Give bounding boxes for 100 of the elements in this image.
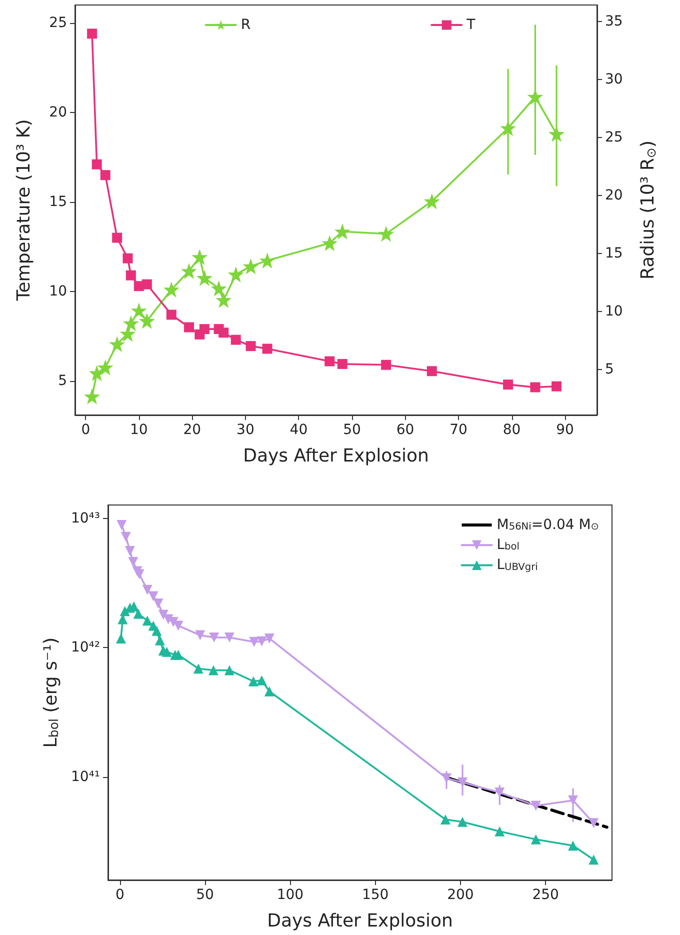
point — [256, 636, 267, 646]
point — [142, 279, 152, 290]
y-tick-label: 20 — [49, 104, 67, 120]
point — [184, 322, 194, 332]
y-tick-label: 5 — [58, 372, 67, 389]
point — [378, 226, 394, 242]
point — [87, 28, 98, 39]
point — [440, 814, 450, 824]
point — [324, 356, 335, 366]
point — [100, 170, 110, 180]
point — [199, 324, 210, 334]
x-tick-label: 0 — [81, 422, 90, 438]
point — [116, 520, 127, 530]
legend-label: LUBVgri — [496, 557, 538, 574]
legend-label: M56Ni=0.04 M⊙ — [496, 517, 600, 533]
point — [259, 252, 276, 269]
y2-tick-label: 20 — [605, 187, 623, 204]
point — [494, 787, 505, 798]
point — [568, 840, 578, 851]
point — [158, 610, 168, 620]
point — [256, 675, 267, 686]
point — [230, 334, 241, 345]
point — [242, 258, 259, 274]
point — [126, 270, 136, 280]
x-tick-label: 60 — [396, 422, 414, 438]
point — [196, 270, 212, 286]
point — [249, 636, 260, 647]
x-tick-label: 90 — [556, 422, 574, 438]
point — [588, 854, 599, 865]
point — [193, 664, 204, 674]
x-tick-label: 10 — [130, 422, 148, 438]
point — [548, 126, 565, 142]
x-tick-label: 0 — [115, 887, 124, 903]
point — [218, 328, 229, 338]
point — [130, 302, 147, 318]
y2-tick-label: 30 — [605, 71, 623, 88]
point — [503, 380, 514, 390]
y-tick-label: 15 — [49, 194, 67, 210]
y-tick-label: 10 — [49, 283, 67, 300]
y-tick-label: 10⁴³ — [70, 510, 100, 526]
y-axis-title: Lbol (erg s⁻¹) — [40, 637, 62, 748]
point — [208, 665, 218, 676]
point — [424, 193, 440, 210]
point — [109, 336, 126, 352]
point — [120, 532, 131, 542]
point — [224, 665, 234, 676]
point — [209, 632, 220, 643]
point — [166, 310, 176, 320]
y2-tick-label: 10 — [605, 304, 623, 320]
point — [148, 591, 158, 602]
y2-tick-label: 25 — [605, 129, 623, 146]
point — [122, 253, 133, 264]
point — [494, 826, 505, 836]
point — [192, 249, 208, 266]
point — [568, 795, 578, 806]
point — [381, 360, 392, 370]
x-tick-label: 150 — [362, 887, 389, 903]
y2-tick-label: 5 — [605, 362, 614, 378]
point — [152, 626, 162, 636]
y-axis-title: Temperature (10³ K) — [14, 119, 34, 302]
point — [116, 633, 126, 644]
x-tick-label: 30 — [236, 422, 254, 438]
point — [153, 598, 164, 608]
point — [262, 344, 272, 354]
x-tick-label: 50 — [343, 422, 361, 438]
point — [216, 292, 232, 308]
point — [124, 546, 135, 556]
point — [500, 120, 516, 136]
point — [97, 359, 114, 376]
y-tick-label: 25 — [49, 14, 67, 31]
legend-label: T — [466, 17, 476, 33]
point — [154, 635, 165, 646]
x-tick-label: 200 — [447, 887, 474, 903]
x-tick-label: 100 — [276, 887, 304, 903]
x-tick-label: 70 — [450, 422, 468, 438]
x-tick-label: 80 — [502, 422, 521, 438]
point — [246, 341, 256, 352]
point — [588, 818, 599, 828]
x-tick-label: 250 — [532, 887, 559, 903]
point — [133, 608, 144, 619]
point — [138, 312, 155, 329]
point — [195, 630, 206, 640]
point — [264, 633, 274, 644]
point — [210, 280, 227, 296]
point — [92, 159, 102, 170]
x-tick-label: 20 — [183, 422, 202, 438]
point — [224, 632, 234, 643]
point — [530, 834, 541, 844]
point — [337, 358, 348, 369]
point — [322, 235, 338, 252]
point — [163, 282, 180, 298]
point — [458, 777, 468, 788]
point — [142, 584, 152, 595]
y-tick-label: 10⁴² — [70, 640, 100, 656]
point — [264, 686, 274, 696]
y-tick-label: 10⁴¹ — [70, 769, 100, 786]
y2-axis-title: Radius (10³ R⊙) — [638, 140, 659, 280]
x-tick-label: 40 — [290, 422, 308, 438]
point — [334, 223, 350, 240]
point — [173, 650, 184, 660]
